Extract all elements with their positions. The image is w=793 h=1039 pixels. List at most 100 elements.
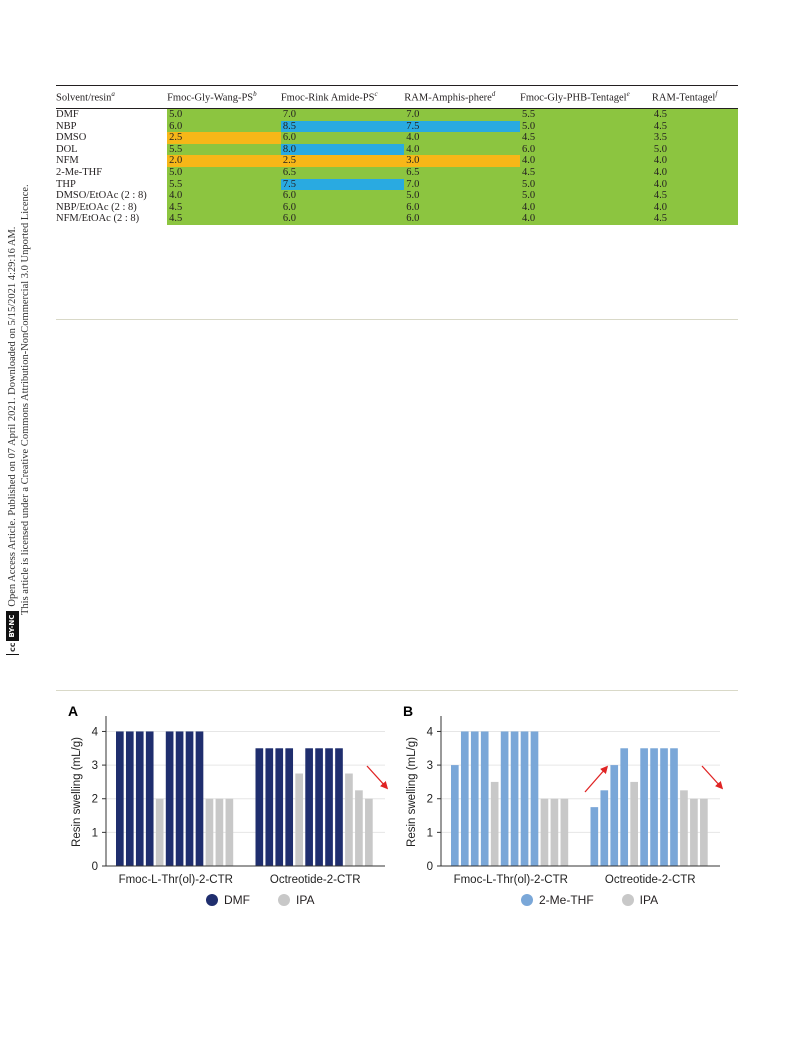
column-header: RAM-Amphis-phered bbox=[404, 90, 496, 104]
legend-swatch bbox=[621, 894, 634, 906]
y-tick-label: 3 bbox=[92, 760, 98, 772]
y-tick-label: 1 bbox=[427, 827, 433, 839]
bar bbox=[460, 731, 469, 866]
bar bbox=[275, 748, 284, 866]
y-tick-label: 2 bbox=[427, 794, 433, 806]
bar bbox=[125, 731, 134, 866]
value-cell: 4.5 bbox=[519, 166, 652, 179]
value-cell: 6.5 bbox=[404, 166, 520, 179]
solvent-cell: DMSO/EtOAc (2 : 8) bbox=[56, 190, 147, 202]
value-cell: 4.5 bbox=[651, 213, 738, 225]
panel-letter: B bbox=[403, 703, 413, 719]
bar bbox=[540, 798, 549, 866]
column-header: Fmoc-Gly-PHB-Tentagele bbox=[519, 90, 630, 104]
bar bbox=[480, 731, 489, 866]
value-cell: 4.0 bbox=[167, 190, 281, 202]
bar bbox=[175, 731, 184, 866]
value-cell: 5.0 bbox=[651, 143, 738, 156]
bar bbox=[620, 748, 629, 866]
bar bbox=[550, 798, 559, 866]
legend-swatch bbox=[521, 894, 533, 906]
value-cell: 4.5 bbox=[167, 213, 281, 225]
solvent-cell: NFM/EtOAc (2 : 8) bbox=[56, 213, 140, 225]
group-label: Fmoc-L-Thr(ol)-2-CTR bbox=[119, 874, 233, 886]
column-header: Fmoc-Gly-Wang-PSb bbox=[167, 90, 257, 104]
table-row: DOL 5.5 8.0 4.0 6.0 5.0 bbox=[56, 143, 738, 156]
value-cell: 2.0 bbox=[167, 155, 281, 167]
figure-panel-a: A Fmoc-L-Thr(ol)-2-CTR Octreotide-2-CTR 0 1 2… bbox=[60, 700, 390, 907]
solvent-cell: NBP bbox=[56, 120, 77, 132]
bar bbox=[215, 798, 224, 866]
trend-arrow bbox=[584, 765, 609, 793]
bar bbox=[365, 798, 373, 866]
value-cell: 6.0 bbox=[280, 201, 405, 214]
bar bbox=[590, 807, 599, 866]
value-cell: 4.0 bbox=[651, 201, 738, 214]
table-header-row: Solvent/resina Fmoc-Gly-Wang-PSb Fmoc-Rink… bbox=[56, 86, 738, 109]
solvent-cell: 2-Me-THF bbox=[56, 166, 103, 178]
table-row: NBP/EtOAc (2 : 8) 4.5 6.0 6.0 4.0 4.0 bbox=[56, 201, 738, 214]
y-tick-label: 3 bbox=[427, 760, 433, 772]
side-note-line-2: This article is licensed under a Creativ… bbox=[20, 184, 31, 615]
side-note-line-1: Open Access Article. Published on 07 Apr… bbox=[7, 226, 18, 607]
group-label: Octreotide-2-CTR bbox=[270, 874, 361, 886]
y-tick-label: 0 bbox=[92, 861, 98, 873]
value-cell: 4.5 bbox=[651, 190, 738, 202]
solvent-cell: DMF bbox=[56, 109, 79, 120]
bar bbox=[205, 798, 214, 866]
bar bbox=[285, 748, 294, 866]
bar bbox=[600, 790, 609, 866]
bar bbox=[185, 731, 194, 866]
group-label: Fmoc-L-Thr(ol)-2-CTR bbox=[454, 874, 568, 886]
bar bbox=[610, 765, 619, 866]
bar bbox=[660, 748, 668, 866]
legend-label: 2-Me-THF bbox=[539, 893, 594, 907]
bar bbox=[700, 798, 708, 866]
value-cell: 6.0 bbox=[280, 213, 405, 225]
value-cell: 7.0 bbox=[404, 108, 520, 121]
value-cell: 5.0 bbox=[167, 108, 281, 121]
y-tick-label: 0 bbox=[427, 861, 433, 873]
value-cell: 6.0 bbox=[280, 132, 405, 144]
bar bbox=[305, 748, 313, 866]
value-cell: 4.0 bbox=[519, 213, 652, 225]
value-cell: 5.5 bbox=[167, 178, 281, 191]
swelling-table-grid: Solvent/resina Fmoc-Gly-Wang-PSb Fmoc-Rink… bbox=[56, 86, 738, 225]
y-tick-label: 2 bbox=[92, 794, 98, 806]
bar bbox=[345, 773, 353, 866]
value-cell: 7.5 bbox=[280, 178, 405, 191]
value-cell: 4.0 bbox=[404, 143, 520, 156]
chart-b: B Fmoc-L-Thr(ol)-2-CTR Octreotide-2-CTR 0 1 2… bbox=[403, 703, 724, 886]
legend-label: IPA bbox=[296, 893, 315, 907]
trend-arrow bbox=[366, 765, 389, 790]
value-cell: 6.0 bbox=[280, 190, 405, 202]
value-cell: 6.0 bbox=[167, 120, 281, 133]
table-row: DMF 5.0 7.0 7.0 5.5 4.5 bbox=[56, 108, 738, 121]
figure-panel-b: B Fmoc-L-Thr(ol)-2-CTR Octreotide-2-CTR 0 1 2… bbox=[395, 700, 725, 907]
column-header: RAM-Tentagelf bbox=[651, 90, 718, 104]
value-cell: 2.5 bbox=[167, 132, 281, 144]
y-tick-label: 4 bbox=[427, 726, 434, 738]
bar bbox=[500, 731, 509, 866]
y-axis-label: Resin swelling (mL/g) bbox=[71, 737, 83, 847]
value-cell: 4.0 bbox=[651, 155, 738, 167]
legend-label: DMF bbox=[224, 893, 250, 907]
swelling-table: Solvent/resina Fmoc-Gly-Wang-PSb Fmoc-Rink… bbox=[56, 85, 738, 225]
value-cell: 5.0 bbox=[519, 190, 652, 202]
y-tick-label: 4 bbox=[92, 726, 99, 738]
value-cell: 5.0 bbox=[404, 190, 520, 202]
value-cell: 5.5 bbox=[167, 143, 281, 156]
bar bbox=[520, 731, 529, 866]
section-divider bbox=[56, 319, 738, 320]
solvent-cell: THP bbox=[56, 178, 76, 190]
bar bbox=[490, 781, 499, 866]
value-cell: 4.5 bbox=[519, 132, 652, 144]
bar bbox=[325, 748, 333, 866]
solvent-cell: DMSO bbox=[56, 132, 87, 144]
value-cell: 4.5 bbox=[167, 201, 281, 214]
bar bbox=[135, 731, 144, 866]
value-cell: 8.0 bbox=[280, 143, 405, 156]
bar bbox=[225, 798, 234, 866]
value-cell: 4.0 bbox=[651, 166, 738, 179]
value-cell: 4.0 bbox=[519, 201, 652, 214]
